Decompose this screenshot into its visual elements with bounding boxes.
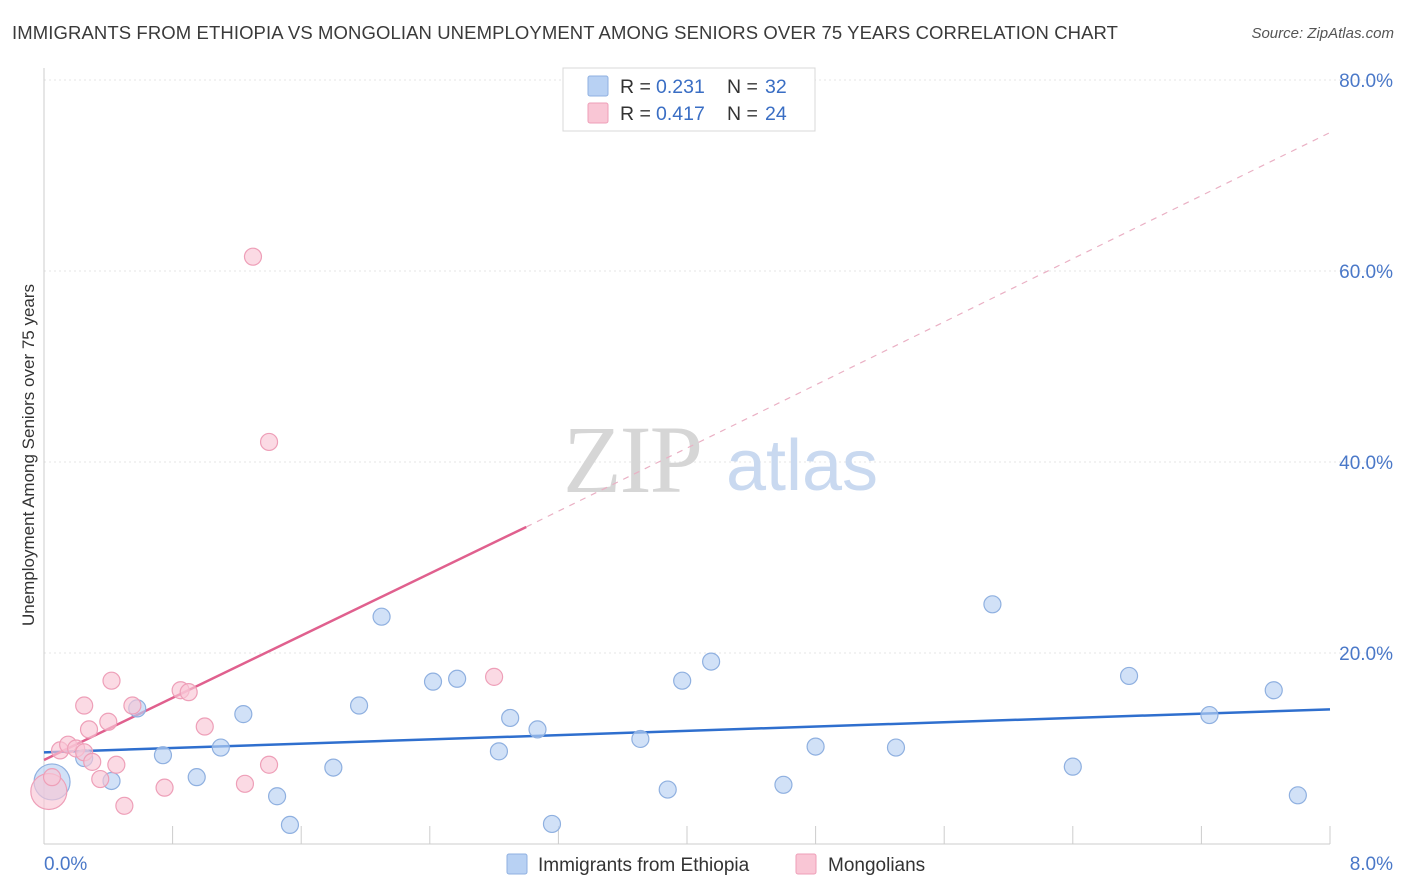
chart-title: IMMIGRANTS FROM ETHIOPIA VS MONGOLIAN UN… <box>12 22 1119 43</box>
source-credit: Source: ZipAtlas.com <box>1251 25 1394 42</box>
point-mongolians <box>485 667 504 686</box>
point-mongolians <box>102 671 121 690</box>
point-ethiopia <box>489 742 509 761</box>
point-mongolians <box>155 778 174 797</box>
watermark: ZIP atlas <box>563 406 878 513</box>
point-ethiopia <box>542 814 562 834</box>
gridlines <box>44 79 1392 654</box>
point-ethiopia <box>187 768 206 787</box>
bottom-legend-label-mongolians: Mongolians <box>828 855 925 876</box>
bottom-legend-label-ethiopia: Immigrants from Ethiopia <box>538 855 750 876</box>
data-points <box>30 247 1307 835</box>
point-ethiopia <box>886 738 906 757</box>
point-ethiopia <box>1264 681 1283 700</box>
legend-n-value-ethiopia: 32 <box>765 76 787 98</box>
point-ethiopia <box>448 669 467 688</box>
point-ethiopia <box>280 815 300 835</box>
y-tick-label: 80.0% <box>1339 71 1393 92</box>
trend-line-dashed-1 <box>525 131 1331 528</box>
point-mongolians <box>91 769 110 789</box>
point-ethiopia <box>1200 705 1219 725</box>
point-mongolians <box>115 796 134 815</box>
axes <box>43 68 1331 845</box>
watermark-atlas: atlas <box>726 426 878 506</box>
point-ethiopia <box>1288 786 1307 805</box>
point-ethiopia <box>423 672 443 691</box>
point-ethiopia <box>153 746 173 765</box>
trend-line-1 <box>43 525 527 762</box>
point-ethiopia <box>1063 757 1082 776</box>
point-ethiopia <box>349 696 369 715</box>
trend-lines <box>43 131 1331 762</box>
point-mongolians <box>179 683 198 702</box>
point-mongolians <box>99 712 118 731</box>
legend-r-value-ethiopia: 0.231 <box>656 76 705 98</box>
point-ethiopia <box>324 758 343 777</box>
y-tick-label: 20.0% <box>1339 644 1393 665</box>
point-ethiopia <box>528 720 547 739</box>
point-ethiopia <box>631 729 650 749</box>
bottom-legend-swatch-ethiopia <box>506 853 528 875</box>
legend-n-value-mongolians: 24 <box>765 103 787 125</box>
point-mongolians <box>123 696 142 715</box>
point-mongolians <box>243 247 263 266</box>
point-ethiopia <box>234 705 253 724</box>
trend-line-0 <box>43 708 1331 754</box>
point-ethiopia <box>774 775 793 794</box>
watermark-zip: ZIP <box>563 406 701 513</box>
bottom-legend-swatch-mongolians <box>795 853 817 875</box>
point-ethiopia <box>658 780 677 799</box>
point-mongolians <box>259 755 279 774</box>
y-tick-label: 60.0% <box>1339 262 1393 283</box>
point-mongolians <box>107 755 126 774</box>
x-tick-label: 8.0% <box>1350 854 1393 875</box>
point-ethiopia <box>806 737 825 756</box>
point-mongolians <box>42 768 62 787</box>
legend-r-label-mongolians: R = <box>620 103 651 125</box>
legend-swatch-ethiopia <box>587 75 609 97</box>
point-ethiopia <box>702 652 721 671</box>
point-ethiopia <box>501 708 520 728</box>
legend-n-label-mongolians: N = <box>727 103 758 125</box>
tick-labels: 20.0% 40.0% 60.0% 80.0% 0.0% 8.0% <box>44 71 1393 875</box>
legend-r-value-mongolians: 0.417 <box>656 103 705 125</box>
y-axis-label: Unemployment Among Seniors over 75 years <box>19 284 38 626</box>
point-mongolians <box>75 696 94 715</box>
point-ethiopia <box>673 671 692 690</box>
legend-r-label-ethiopia: R = <box>620 76 651 98</box>
legend-swatch-mongolians <box>587 102 609 124</box>
point-mongolians <box>195 717 214 736</box>
bottom-legend: Immigrants from Ethiopia Mongolians <box>506 853 925 876</box>
legend-n-label-ethiopia: N = <box>727 76 758 98</box>
y-tick-label: 40.0% <box>1339 453 1393 474</box>
point-mongolians <box>79 720 99 739</box>
point-ethiopia <box>211 738 230 757</box>
x-tick-label: 0.0% <box>44 854 87 875</box>
point-ethiopia <box>372 607 391 626</box>
point-mongolians <box>235 774 255 793</box>
point-ethiopia <box>267 787 287 806</box>
point-ethiopia <box>983 595 1002 614</box>
point-mongolians <box>83 752 102 771</box>
top-legend: R = 0.231 N = 32 R = 0.417 N = 24 <box>562 67 816 132</box>
point-mongolians <box>259 432 279 452</box>
point-ethiopia <box>1119 666 1139 686</box>
